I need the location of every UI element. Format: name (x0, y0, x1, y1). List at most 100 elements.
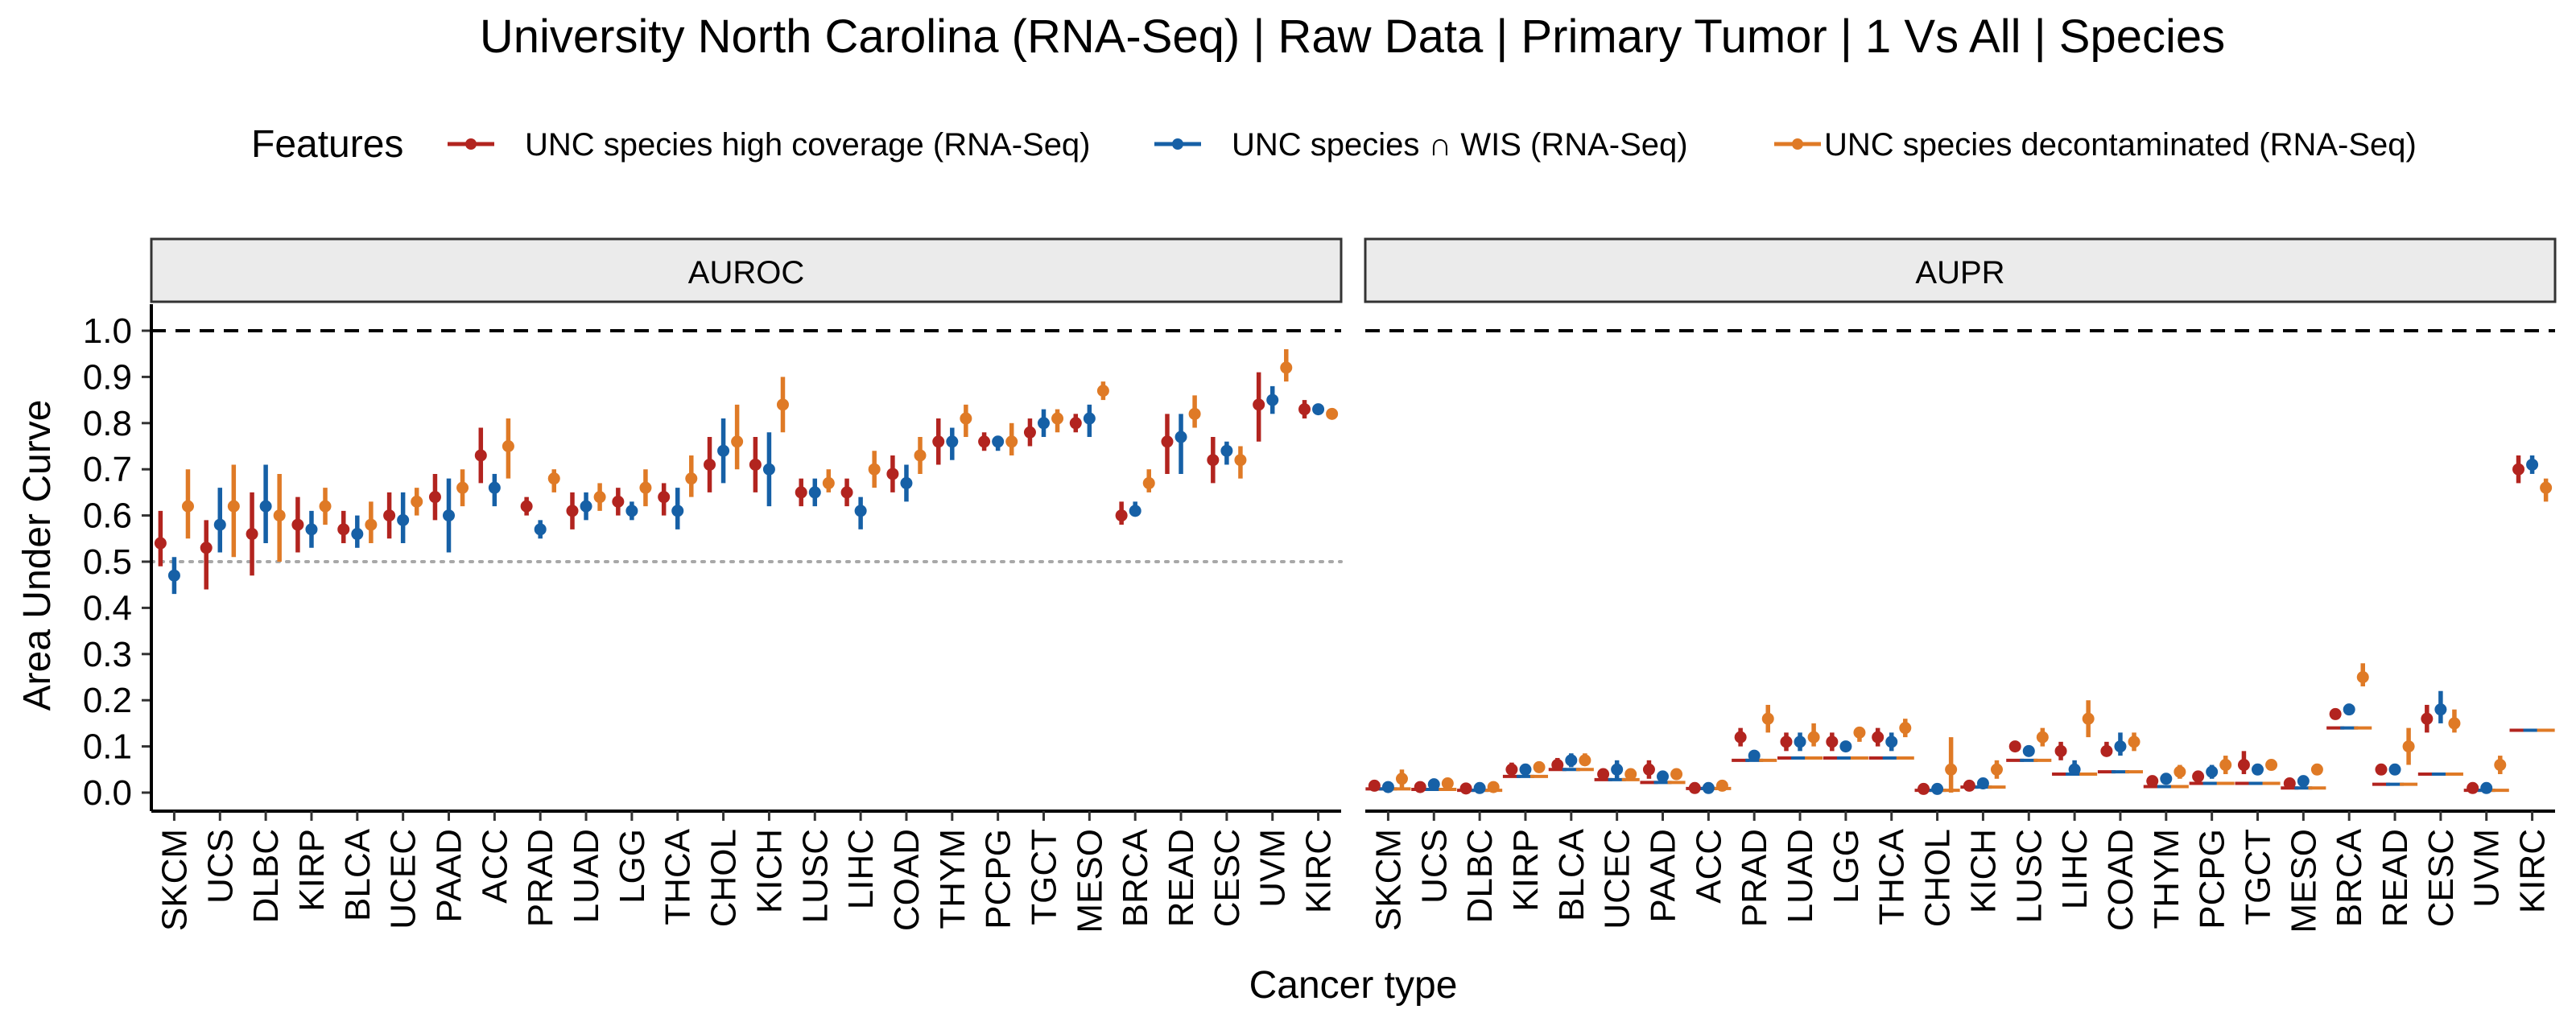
data-point (992, 435, 1005, 448)
data-point (1207, 454, 1220, 467)
data-point (2310, 763, 2323, 776)
x-tick-label: UVM (2467, 829, 2507, 908)
data-point (2008, 740, 2021, 753)
data-point (946, 435, 959, 448)
data-point (1459, 782, 1472, 795)
x-tick-label: LUSC (2009, 829, 2049, 923)
x-tick-label: COAD (887, 829, 927, 931)
data-point (2297, 775, 2310, 788)
data-point (2054, 744, 2067, 757)
x-tick-label: UCEC (1598, 829, 1637, 929)
data-point (2388, 763, 2401, 776)
data-point (520, 500, 533, 513)
strip-aupr (1364, 237, 2557, 303)
data-point (1702, 781, 1715, 794)
legend-key-dot (465, 138, 477, 150)
data-point (456, 481, 469, 494)
data-point (1023, 426, 1036, 439)
data-point (1519, 763, 1532, 776)
strip-label-auroc: AUROC (688, 255, 804, 290)
data-point (2480, 781, 2493, 794)
data-point (365, 518, 378, 531)
data-point (612, 495, 625, 508)
data-point (580, 500, 592, 513)
data-point (259, 500, 272, 513)
x-tick-label: KIRP (1506, 829, 1546, 912)
data-point (2022, 744, 2035, 757)
data-point (2512, 463, 2525, 476)
data-point (914, 449, 927, 462)
y-tick-label: 0.8 (83, 404, 132, 443)
data-point (2174, 765, 2186, 778)
data-point (1794, 735, 1806, 748)
x-tick-label: ACC (1689, 829, 1728, 904)
data-point (1266, 393, 1279, 406)
y-tick-label: 0.5 (83, 542, 132, 582)
data-point (2343, 703, 2355, 716)
x-tick-label: LUSC (795, 829, 835, 923)
data-point (291, 518, 304, 531)
data-point (2448, 717, 2461, 730)
data-point (319, 500, 332, 513)
data-point (1670, 768, 1683, 781)
y-tick-label: 0.7 (83, 450, 132, 489)
data-point (1657, 770, 1669, 783)
data-point (1885, 735, 1898, 748)
legend-key-dot (1792, 138, 1803, 150)
data-point (443, 509, 455, 522)
x-tick-label: LGG (613, 829, 652, 904)
data-point (397, 513, 410, 526)
data-point (1115, 509, 1128, 522)
panel-strips: AUROC AUPR (150, 237, 2557, 303)
x-tick-label: PCPG (979, 829, 1018, 929)
data-point (154, 537, 167, 550)
data-point (960, 412, 972, 425)
x-tick-label: DLBC (1460, 829, 1500, 923)
data-point (776, 398, 789, 411)
data-point (731, 435, 744, 448)
data-point (1715, 779, 1728, 792)
data-point (2192, 770, 2205, 783)
data-point (2375, 763, 2388, 776)
data-point (1414, 781, 1426, 793)
y-tick-label: 0.2 (83, 681, 132, 720)
data-point (1505, 763, 1518, 776)
y-tick-label: 0.3 (83, 635, 132, 674)
data-point (2421, 712, 2434, 725)
data-point (227, 500, 240, 513)
data-point (1611, 763, 1624, 776)
x-tick-label: PRAD (521, 829, 560, 927)
data-point (932, 435, 945, 448)
data-point (2082, 712, 2095, 725)
x-tick-label: THYM (933, 829, 972, 929)
data-point (1734, 731, 1747, 744)
data-point (639, 481, 652, 494)
data-point (383, 509, 396, 522)
x-tick-label: ACC (475, 829, 514, 904)
data-point (1188, 407, 1201, 420)
data-point (181, 500, 194, 513)
data-point (502, 440, 514, 452)
data-point (273, 509, 286, 522)
data-point (685, 472, 698, 485)
data-point (2160, 772, 2173, 785)
x-tick-label: PAAD (430, 829, 469, 923)
data-point (1780, 735, 1793, 748)
y-tick-label: 0.0 (83, 773, 132, 813)
data-point (2219, 759, 2232, 772)
data-point (978, 435, 991, 448)
data-point (1280, 361, 1293, 374)
x-tick-label: LUAD (1781, 829, 1820, 923)
data-point (1872, 731, 1885, 744)
data-point (2402, 740, 2415, 753)
data-point (1551, 759, 1564, 772)
data-point (840, 486, 853, 499)
y-tick-label: 0.6 (83, 496, 132, 536)
data-point (337, 523, 350, 536)
data-point (2265, 759, 2278, 772)
data-point (1826, 735, 1839, 748)
data-point (625, 505, 638, 517)
data-point (1051, 412, 1064, 425)
